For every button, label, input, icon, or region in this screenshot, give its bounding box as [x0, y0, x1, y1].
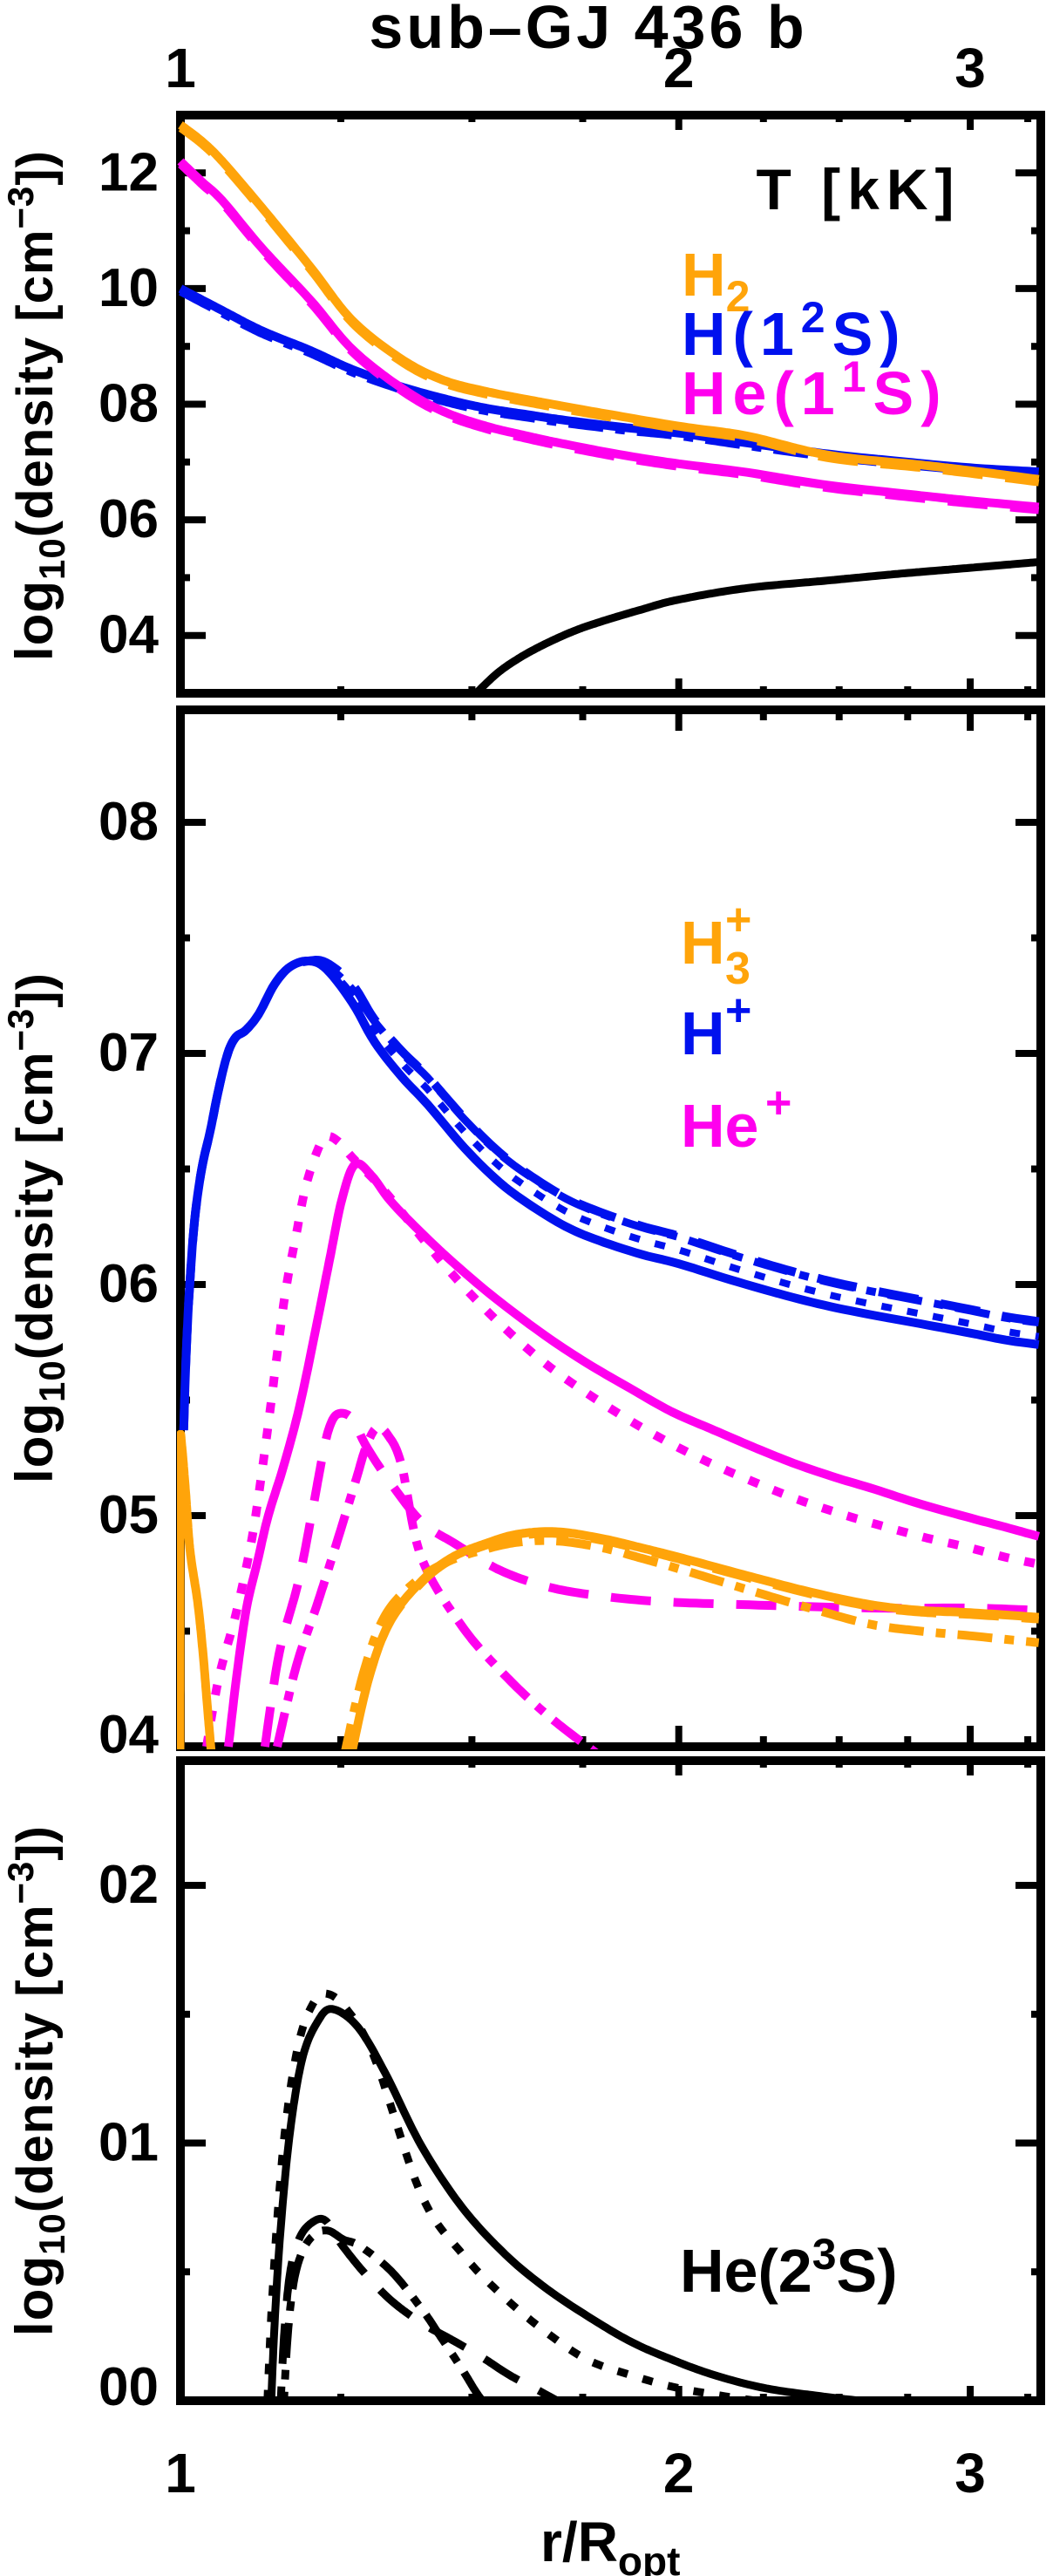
svg-text:07: 07: [98, 1023, 159, 1083]
svg-text:12: 12: [98, 142, 159, 202]
svg-text:3: 3: [725, 944, 751, 994]
svg-text:sub–GJ 436 b: sub–GJ 436 b: [369, 0, 807, 61]
svg-text:He(11S): He(11S): [682, 352, 948, 427]
svg-text:1: 1: [165, 37, 196, 99]
svg-text:00: 00: [98, 2357, 159, 2417]
svg-text:2: 2: [663, 2442, 695, 2504]
svg-text:04: 04: [98, 605, 159, 665]
svg-text:1: 1: [165, 2442, 196, 2504]
svg-text:10: 10: [98, 258, 159, 318]
svg-text:08: 08: [98, 374, 159, 434]
svg-text:+: +: [725, 895, 751, 945]
svg-text:H: H: [681, 909, 725, 977]
svg-text:log10(density [cm−3]): log10(density [cm−3]): [0, 972, 72, 1483]
svg-text:02: 02: [98, 1855, 159, 1915]
svg-text:+: +: [765, 1078, 791, 1128]
svg-text:+: +: [725, 985, 751, 1036]
svg-text:05: 05: [98, 1485, 159, 1545]
svg-text:T [kK]: T [kK]: [757, 157, 961, 221]
svg-text:H2: H2: [682, 241, 750, 321]
svg-text:H: H: [681, 999, 725, 1067]
svg-text:2: 2: [663, 37, 695, 99]
svg-text:04: 04: [98, 1705, 159, 1765]
svg-text:He: He: [681, 1092, 758, 1160]
svg-text:He(23S): He(23S): [680, 2230, 898, 2305]
svg-text:3: 3: [954, 37, 986, 99]
svg-text:3: 3: [954, 2442, 986, 2504]
svg-text:06: 06: [98, 1254, 159, 1314]
svg-text:01: 01: [98, 2113, 159, 2173]
svg-text:log10(density [cm−3]): log10(density [cm−3]): [0, 1825, 72, 2336]
svg-text:06: 06: [98, 489, 159, 549]
svg-text:H(12S): H(12S): [682, 293, 907, 368]
svg-text:08: 08: [98, 792, 159, 852]
